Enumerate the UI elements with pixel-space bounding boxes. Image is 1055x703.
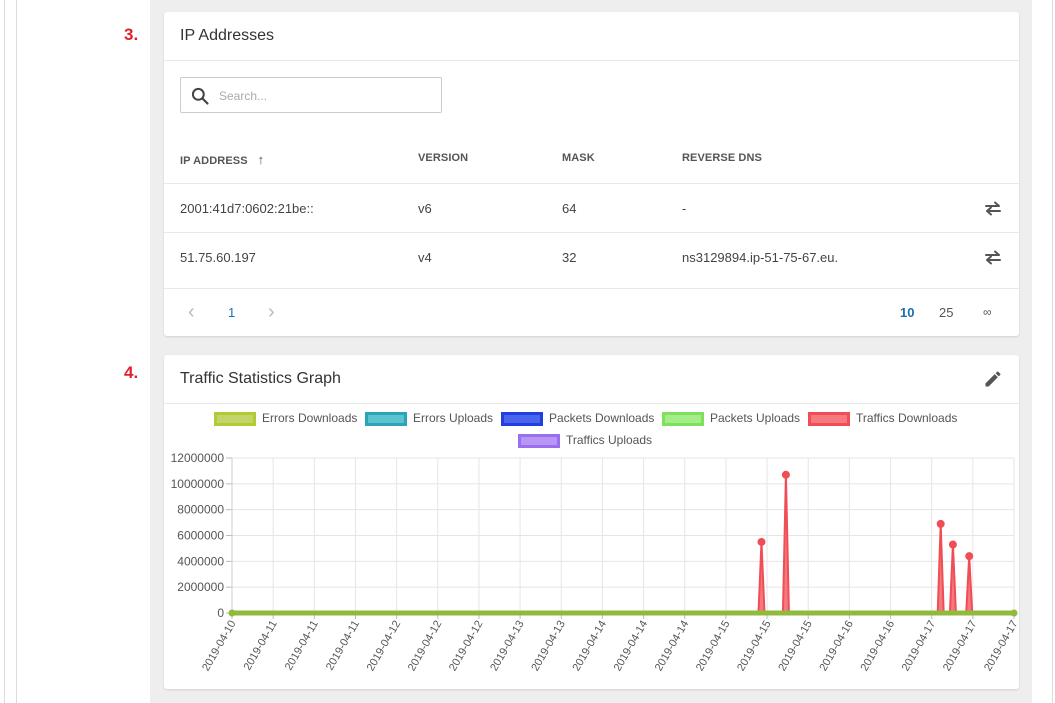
previous-page-button[interactable]: ‹ bbox=[188, 301, 195, 323]
x-tick-label: 2019-04-12 bbox=[365, 619, 404, 674]
y-tick-label: 12000000 bbox=[171, 451, 225, 465]
traffic-line-chart: 12000000 10000000 8000000 6000000 4000000 200… bbox=[171, 451, 1019, 674]
ip-address-cell: 2001:41d7:0602:21be:: bbox=[180, 201, 314, 216]
x-tick-label: 2019-04-13 bbox=[529, 619, 568, 674]
ip-addresses-card: IP Addresses IP ADDRESS ↑ VERSION MASK RE… bbox=[164, 12, 1019, 336]
search-input[interactable] bbox=[219, 86, 429, 106]
data-point bbox=[1010, 609, 1018, 617]
pagination-bar: ‹ 1 › 10 25 ∞ bbox=[164, 288, 1019, 336]
x-tick-label: 2019-04-11 bbox=[242, 619, 280, 673]
card-header: IP Addresses bbox=[164, 12, 1019, 61]
edit-pencil-icon[interactable] bbox=[983, 369, 1003, 389]
column-header-reverse-dns: REVERSE DNS bbox=[682, 152, 762, 164]
x-tick-label: 2019-04-16 bbox=[859, 619, 898, 674]
section-number: 3. bbox=[124, 25, 139, 44]
search-icon bbox=[191, 87, 209, 105]
legend-swatch bbox=[501, 412, 543, 426]
y-tick-label: 2000000 bbox=[177, 580, 224, 594]
legend-swatch bbox=[662, 412, 704, 426]
mask-cell: 64 bbox=[562, 201, 577, 216]
data-point bbox=[965, 552, 974, 561]
legend-swatch bbox=[365, 412, 407, 426]
data-point bbox=[757, 537, 766, 546]
y-tick-label: 6000000 bbox=[177, 529, 224, 543]
x-tick-label: 2019-04-11 bbox=[283, 619, 321, 673]
x-tick-label: 2019-04-16 bbox=[817, 619, 856, 674]
column-header-ip-address[interactable]: IP ADDRESS ↑ bbox=[180, 152, 264, 167]
page-size-25-button[interactable]: 25 bbox=[939, 305, 954, 320]
swap-arrows-icon[interactable] bbox=[983, 247, 1003, 267]
next-page-button[interactable]: › bbox=[268, 301, 275, 323]
version-cell: v6 bbox=[418, 201, 432, 216]
x-tick-label: 2019-04-12 bbox=[447, 619, 486, 674]
legend-swatch bbox=[808, 412, 850, 426]
legend-swatch bbox=[518, 434, 560, 448]
swap-arrows-icon[interactable] bbox=[983, 198, 1003, 218]
traffic-downloads-spike bbox=[948, 543, 957, 614]
y-tick-label: 8000000 bbox=[177, 503, 224, 517]
legend-label: Traffics Downloads bbox=[856, 411, 958, 425]
column-header-version: VERSION bbox=[418, 152, 469, 164]
traffic-downloads-spike bbox=[781, 473, 790, 614]
card-header: Traffic Statistics Graph bbox=[164, 355, 1019, 404]
y-tick-label: 0 bbox=[217, 606, 224, 620]
data-point bbox=[781, 470, 790, 479]
traffic-downloads-spike bbox=[965, 555, 974, 614]
table-row: 51.75.60.197 v4 32 ns3129894.ip-51-75-67… bbox=[164, 232, 1019, 281]
search-field[interactable] bbox=[180, 77, 442, 113]
x-tick-label: 2019-04-15 bbox=[735, 619, 774, 674]
legend-label: Packets Uploads bbox=[710, 411, 801, 425]
x-tick-label: 2019-04-14 bbox=[612, 619, 651, 674]
ip-address-cell: 51.75.60.197 bbox=[180, 250, 256, 265]
x-tick-label: 2019-04-14 bbox=[653, 619, 692, 674]
traffic-downloads-spike bbox=[936, 522, 945, 614]
x-tick-label: 2019-04-10 bbox=[200, 619, 239, 674]
sort-ascending-icon: ↑ bbox=[257, 152, 265, 167]
legend-label: Packets Downloads bbox=[549, 411, 655, 425]
card-title: Traffic Statistics Graph bbox=[180, 370, 341, 387]
page-size-all-button[interactable]: ∞ bbox=[983, 305, 992, 319]
legend-swatch bbox=[214, 412, 256, 426]
x-tick-label: 2019-04-15 bbox=[694, 619, 733, 674]
legend-label: Traffics Uploads bbox=[566, 433, 653, 447]
legend-label: Errors Downloads bbox=[262, 411, 358, 425]
table-row: 2001:41d7:0602:21be:: v6 64 - bbox=[164, 183, 1019, 232]
x-tick-label: 2019-04-17 bbox=[900, 619, 939, 674]
x-tick-label: 2019-04-14 bbox=[570, 619, 609, 674]
card-title: IP Addresses bbox=[180, 27, 274, 44]
x-tick-label: 2019-04-17 bbox=[982, 619, 1019, 674]
version-cell: v4 bbox=[418, 250, 432, 265]
y-tick-label: 4000000 bbox=[177, 554, 224, 568]
traffic-downloads-spike bbox=[757, 540, 766, 614]
x-tick-label: 2019-04-17 bbox=[941, 619, 980, 674]
reverse-dns-cell: - bbox=[682, 201, 687, 216]
traffic-graph-card: Traffic Statistics Graph Errors Download… bbox=[164, 355, 1019, 689]
x-tick-label: 2019-04-12 bbox=[406, 619, 445, 674]
data-point bbox=[936, 519, 945, 528]
data-point bbox=[948, 540, 957, 549]
x-tick-label: 2019-04-13 bbox=[488, 619, 527, 674]
x-tick-label: 2019-04-15 bbox=[776, 619, 815, 674]
column-header-label: IP ADDRESS bbox=[180, 155, 248, 167]
x-tick-label: 2019-04-11 bbox=[324, 619, 362, 673]
data-point bbox=[228, 609, 236, 617]
legend-label: Errors Uploads bbox=[413, 411, 494, 425]
page-number-button[interactable]: 1 bbox=[228, 305, 236, 320]
reverse-dns-cell: ns3129894.ip-51-75-67.eu. bbox=[682, 250, 839, 265]
column-header-mask: MASK bbox=[562, 152, 595, 164]
mask-cell: 32 bbox=[562, 250, 577, 265]
section-number: 4. bbox=[124, 363, 139, 382]
y-tick-label: 10000000 bbox=[171, 477, 225, 491]
page-size-10-button[interactable]: 10 bbox=[900, 305, 915, 320]
